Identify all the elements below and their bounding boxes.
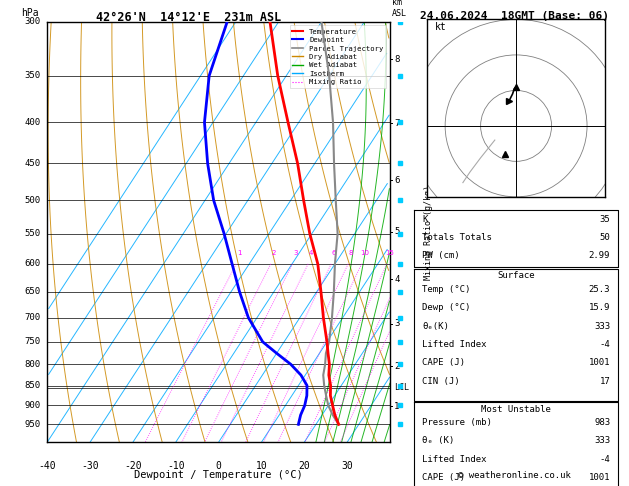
Text: 350: 350 [25, 71, 41, 80]
Text: 8: 8 [348, 250, 353, 256]
Legend: Temperature, Dewpoint, Parcel Trajectory, Dry Adiabat, Wet Adiabat, Isotherm, Mi: Temperature, Dewpoint, Parcel Trajectory… [289, 25, 386, 88]
Text: -40: -40 [38, 461, 56, 471]
Text: Lifted Index: Lifted Index [422, 340, 487, 349]
Text: 4: 4 [309, 250, 313, 256]
Text: -30: -30 [81, 461, 99, 471]
Text: Dewpoint / Temperature (°C): Dewpoint / Temperature (°C) [134, 469, 303, 480]
Text: 6: 6 [394, 175, 399, 185]
Text: 1: 1 [394, 402, 399, 411]
Text: θₑ(K): θₑ(K) [422, 322, 449, 330]
Text: 550: 550 [25, 229, 41, 238]
Text: Totals Totals: Totals Totals [422, 233, 492, 242]
Text: 3: 3 [394, 319, 399, 328]
Text: 8: 8 [394, 55, 399, 64]
Text: 333: 333 [594, 436, 610, 445]
Text: -4: -4 [599, 455, 610, 464]
Text: 17: 17 [599, 377, 610, 385]
Text: 750: 750 [25, 337, 41, 347]
Text: 25.3: 25.3 [589, 285, 610, 294]
Text: 450: 450 [25, 159, 41, 168]
Text: PW (cm): PW (cm) [422, 251, 460, 260]
Text: 2: 2 [394, 362, 399, 371]
Text: 4: 4 [394, 275, 399, 284]
Text: 0: 0 [216, 461, 221, 471]
Text: 6: 6 [331, 250, 337, 256]
Text: K: K [422, 215, 428, 224]
Text: 950: 950 [25, 420, 41, 429]
Text: hPa: hPa [21, 8, 39, 17]
Text: 800: 800 [25, 360, 41, 369]
Text: 850: 850 [25, 381, 41, 390]
Text: kt: kt [435, 22, 446, 32]
Text: 1001: 1001 [589, 473, 610, 482]
Text: θₑ (K): θₑ (K) [422, 436, 454, 445]
Text: LCL: LCL [394, 383, 409, 392]
Text: 3: 3 [293, 250, 298, 256]
Text: 30: 30 [342, 461, 353, 471]
Text: -10: -10 [167, 461, 184, 471]
Text: Lifted Index: Lifted Index [422, 455, 487, 464]
Text: Mixing Ratio (g/kg): Mixing Ratio (g/kg) [425, 185, 433, 279]
Text: 20: 20 [298, 461, 310, 471]
Text: Pressure (mb): Pressure (mb) [422, 418, 492, 427]
Text: Dewp (°C): Dewp (°C) [422, 303, 470, 312]
Text: CAPE (J): CAPE (J) [422, 473, 465, 482]
Text: 35: 35 [599, 215, 610, 224]
Text: 5: 5 [394, 227, 399, 236]
Text: km
ASL: km ASL [392, 0, 407, 17]
Text: © weatheronline.co.uk: © weatheronline.co.uk [458, 471, 571, 480]
Text: 15.9: 15.9 [589, 303, 610, 312]
Text: 1: 1 [237, 250, 242, 256]
Text: 600: 600 [25, 260, 41, 268]
Text: CIN (J): CIN (J) [422, 377, 460, 385]
Text: 333: 333 [594, 322, 610, 330]
Text: -4: -4 [599, 340, 610, 349]
Text: 10: 10 [360, 250, 369, 256]
Text: 983: 983 [594, 418, 610, 427]
Text: Surface: Surface [498, 272, 535, 280]
Text: 2: 2 [272, 250, 276, 256]
Text: 650: 650 [25, 287, 41, 296]
Text: 2.99: 2.99 [589, 251, 610, 260]
Text: 24.06.2024  18GMT (Base: 06): 24.06.2024 18GMT (Base: 06) [420, 11, 609, 21]
Text: -20: -20 [124, 461, 142, 471]
Text: 15: 15 [385, 250, 394, 256]
Text: 900: 900 [25, 401, 41, 410]
Text: 1001: 1001 [589, 358, 610, 367]
Text: Temp (°C): Temp (°C) [422, 285, 470, 294]
Text: 300: 300 [25, 17, 41, 26]
Text: Most Unstable: Most Unstable [481, 405, 551, 414]
Text: 700: 700 [25, 313, 41, 322]
Text: 400: 400 [25, 118, 41, 127]
Text: 7: 7 [394, 119, 399, 128]
Text: 10: 10 [255, 461, 267, 471]
Text: 500: 500 [25, 196, 41, 205]
Text: 42°26'N  14°12'E  231m ASL: 42°26'N 14°12'E 231m ASL [96, 11, 281, 24]
Text: CAPE (J): CAPE (J) [422, 358, 465, 367]
Text: 50: 50 [599, 233, 610, 242]
